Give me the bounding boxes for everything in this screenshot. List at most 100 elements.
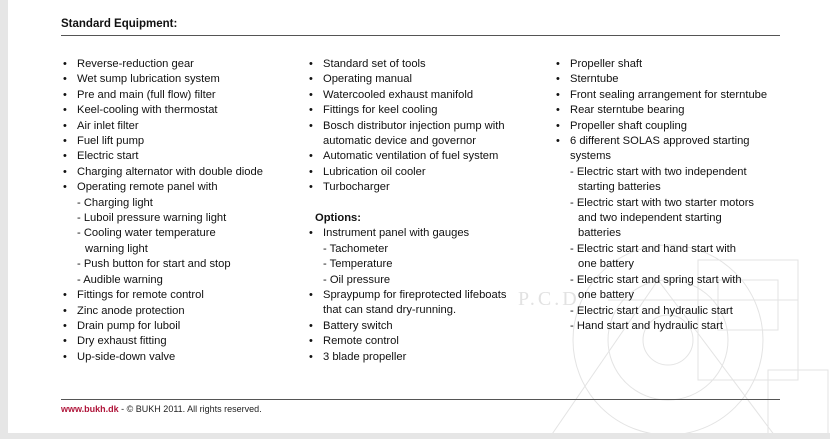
sub-item-text: - Charging light	[77, 196, 153, 209]
list-item: • Charging alternator with double diode	[63, 165, 263, 180]
item-text: Propeller shaft coupling	[570, 119, 687, 132]
item-text: Pre and main (full flow) filter	[77, 88, 216, 101]
website-link[interactable]: www.bukh.dk	[61, 404, 119, 414]
list-item: • Standard set of tools	[309, 57, 506, 72]
bullet-icon: •	[63, 350, 67, 363]
list-item: • Front sealing arrangement for sterntube	[556, 88, 768, 103]
list-item: • Remote control	[309, 334, 506, 349]
list-item: • Drain pump for luboil	[63, 319, 263, 334]
item-text: Electric start	[77, 150, 139, 163]
item-text: Dry exhaust fitting	[77, 335, 167, 348]
bullet-icon: •	[309, 150, 313, 163]
bullet-icon: •	[63, 104, 67, 117]
list-item: • 3 blade propeller	[309, 350, 506, 365]
bullet-icon: •	[309, 58, 313, 70]
copyright-text: - © BUKH 2011. All rights reserved.	[118, 404, 262, 414]
sub-item-text: one battery	[578, 258, 634, 271]
item-text: Spraypump for fireprotected lifeboats	[323, 289, 507, 302]
item-text: Turbocharger	[323, 181, 390, 194]
item-text: Zinc anode protection	[77, 304, 185, 317]
list-item: • Operating manual	[309, 72, 506, 87]
bullet-icon: •	[63, 58, 67, 70]
list-item: • Up-side-down valve	[63, 350, 263, 365]
sub-item-text: - Electric start with two independent	[570, 165, 747, 178]
bullet-icon: •	[63, 304, 67, 317]
bullet-icon: •	[63, 319, 67, 332]
list-item: • Fuel lift pump	[63, 134, 263, 149]
item-text: Charging alternator with double diode	[77, 165, 263, 178]
list-item: • Reverse-reduction gear	[63, 57, 263, 72]
sub-item-text: and two independent starting	[578, 212, 722, 225]
options-heading: Options:	[315, 212, 361, 225]
bullet-icon: •	[63, 181, 67, 194]
list-item: • 6 different SOLAS approved starting syst…	[556, 134, 767, 334]
list-item: • Sterntube	[556, 72, 767, 87]
list-item: • Pre and main (full flow) filter	[63, 88, 263, 103]
item-text: Reverse-reduction gear	[77, 58, 194, 70]
bullet-icon: •	[556, 135, 560, 148]
sub-item-text: starting batteries	[578, 181, 661, 194]
header-divider	[61, 35, 780, 36]
sub-item-text: - Oil pressure	[323, 273, 391, 286]
item-text: Front sealing arrangement for sterntube	[570, 88, 768, 101]
bullet-icon: •	[309, 165, 313, 178]
watermark-text: P.C.D	[518, 288, 580, 310]
bullet-icon: •	[556, 104, 560, 117]
list-item: • Dry exhaust fitting	[63, 334, 263, 349]
bullet-icon: •	[309, 350, 313, 363]
bullet-icon: •	[309, 104, 313, 117]
footer-divider	[61, 399, 780, 400]
item-text: Keel-cooling with thermostat	[77, 104, 218, 117]
list-item: • Watercooled exhaust manifold	[309, 88, 506, 103]
item-text: Battery switch	[323, 319, 393, 332]
bullet-icon: •	[309, 335, 313, 348]
item-text: Lubrication oil cooler	[323, 165, 426, 178]
list-item: • Propeller shaft	[556, 57, 767, 72]
bullet-icon: •	[63, 88, 67, 101]
list-item: • Bosch distributor injection pump with au…	[309, 119, 506, 150]
bullet-icon: •	[63, 73, 67, 86]
bullet-icon: •	[556, 58, 560, 70]
item-text: Fittings for remote control	[77, 289, 204, 302]
footer: www.bukh.dk - © BUKH 2011. All rights re…	[61, 404, 262, 414]
item-text: Wet sump lubrication system	[77, 73, 220, 86]
list-item: • Instrument panel with gauges - Tachomete…	[309, 226, 506, 288]
sub-item-text: - Electric start with two starter motors	[570, 196, 755, 209]
item-text: 3 blade propeller	[323, 350, 407, 363]
item-text: Sterntube	[570, 73, 619, 86]
sub-item-text: - Temperature	[323, 258, 393, 271]
bullet-icon: •	[63, 135, 67, 148]
equipment-column-2: • Standard set of tools • Operating manual •…	[309, 57, 507, 365]
list-item: • Spraypump for fireprotected lifeboats th…	[309, 288, 507, 319]
sub-item-text: batteries	[578, 227, 621, 240]
list-item: • Fittings for remote control	[63, 288, 263, 303]
bullet-icon: •	[309, 319, 313, 332]
bullet-icon: •	[309, 119, 313, 132]
list-item: • Automatic ventilation of fuel system	[309, 149, 506, 164]
sub-item-text: - Cooling water temperature	[77, 227, 216, 240]
list-item: • Keel-cooling with thermostat	[63, 103, 263, 118]
sub-item-text: - Hand start and hydraulic start	[570, 319, 723, 332]
engine-drawing-watermark-icon	[552, 244, 829, 433]
item-text: Remote control	[323, 335, 399, 348]
item-text: Automatic ventilation of fuel system	[323, 150, 499, 163]
list-item: • Zinc anode protection	[63, 304, 263, 319]
list-item: • Lubrication oil cooler	[309, 165, 506, 180]
item-text: Air inlet filter	[77, 119, 139, 132]
bullet-icon: •	[63, 150, 67, 163]
sub-item-text: - Push button for start and stop	[77, 258, 231, 271]
item-text: Standard set of tools	[323, 58, 426, 70]
list-item: • Turbocharger	[309, 180, 506, 195]
bullet-icon: •	[556, 119, 560, 132]
item-text: Fuel lift pump	[77, 135, 145, 148]
item-text: Operating manual	[323, 73, 412, 86]
item-text: Drain pump for luboil	[77, 319, 181, 332]
sub-item-text: - Tachometer	[323, 242, 389, 255]
sub-item-text: - Electric start and spring start with	[570, 273, 742, 286]
item-text: Watercooled exhaust manifold	[323, 88, 474, 101]
list-item: • Wet sump lubrication system	[63, 72, 263, 87]
item-text: systems	[570, 150, 612, 163]
item-text: that can stand dry-running.	[323, 304, 457, 317]
item-text: Bosch distributor injection pump with	[323, 119, 505, 132]
bullet-icon: •	[309, 88, 313, 101]
